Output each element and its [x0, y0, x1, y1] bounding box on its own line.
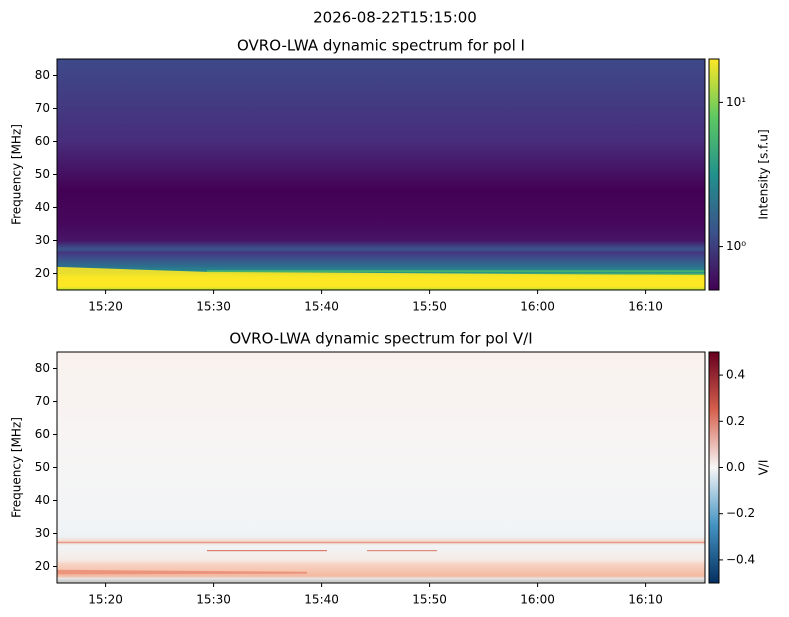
spectrogram-feature — [57, 569, 307, 575]
y-tick-label: 80 — [35, 68, 50, 82]
colorbar-tick-label: 0.2 — [726, 414, 745, 428]
y-tick-label: 20 — [35, 559, 50, 573]
x-tick-label: 15:30 — [196, 593, 231, 607]
colorbar-tick-label: −0.2 — [726, 506, 755, 520]
y-tick-label: 30 — [35, 526, 50, 540]
spectrogram-feature — [367, 550, 437, 552]
y-tick-label: 70 — [35, 394, 50, 408]
x-tick-label: 15:20 — [88, 593, 123, 607]
panel-title: OVRO-LWA dynamic spectrum for pol V/I — [229, 330, 532, 348]
x-tick-label: 15:30 — [196, 300, 231, 314]
y-tick-label: 80 — [35, 361, 50, 375]
x-tick-label: 15:20 — [88, 300, 123, 314]
y-tick-label: 60 — [35, 427, 50, 441]
colorbar-tick-label: 0.0 — [726, 460, 745, 474]
spectrogram-feature — [57, 579, 705, 583]
colorbar-tick-label: 0.4 — [726, 368, 745, 382]
y-axis-label: Frequency [MHz] — [10, 417, 24, 518]
x-tick-label: 15:40 — [304, 300, 339, 314]
colorbar — [708, 351, 720, 584]
spectrogram-feature — [57, 249, 705, 252]
colorbar — [708, 58, 720, 291]
colorbar-tick-label: 10¹ — [726, 95, 746, 109]
y-tick-label: 50 — [35, 460, 50, 474]
colorbar-tick-label: 10⁰ — [726, 239, 746, 253]
x-tick-label: 15:40 — [304, 593, 339, 607]
y-tick-label: 40 — [35, 200, 50, 214]
y-tick-label: 40 — [35, 493, 50, 507]
spectrogram-image — [57, 352, 705, 583]
y-tick-label: 70 — [35, 101, 50, 115]
spectrogram-feature — [57, 541, 705, 544]
y-tick-label: 30 — [35, 233, 50, 247]
spectrogram-image — [57, 59, 705, 290]
spectrogram-feature — [57, 266, 705, 281]
x-tick-label: 16:00 — [520, 300, 555, 314]
y-tick-label: 50 — [35, 167, 50, 181]
x-tick-label: 15:50 — [412, 593, 447, 607]
colorbar-tick-label: −0.4 — [726, 552, 755, 566]
spectrogram-feature — [207, 550, 327, 552]
figure-title: 2026-08-22T15:15:00 — [313, 9, 477, 27]
spectrogram-feature — [207, 270, 705, 273]
y-tick-label: 60 — [35, 134, 50, 148]
colorbar-label: V/I — [757, 460, 771, 476]
y-axis-label: Frequency [MHz] — [10, 124, 24, 225]
x-tick-label: 16:00 — [520, 593, 555, 607]
y-tick-label: 20 — [35, 266, 50, 280]
x-tick-label: 16:10 — [628, 593, 663, 607]
colorbar-label: Intensity [s.f.u] — [757, 129, 771, 219]
x-tick-label: 16:10 — [628, 300, 663, 314]
panel-title: OVRO-LWA dynamic spectrum for pol I — [237, 37, 525, 55]
x-tick-label: 15:50 — [412, 300, 447, 314]
